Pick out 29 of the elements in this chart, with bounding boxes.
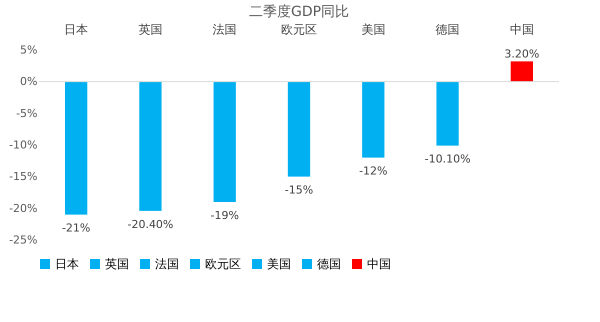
x-tick-label: 英国 — [138, 22, 162, 36]
data-label: -21% — [62, 222, 90, 235]
y-tick-label: -15% — [9, 170, 38, 184]
data-label: -20.40% — [127, 218, 174, 231]
chart-title: 二季度GDP同比 — [248, 4, 350, 20]
x-tick-label: 美国 — [361, 22, 386, 36]
legend-label: 法国 — [155, 257, 179, 271]
data-label: -19% — [210, 209, 239, 222]
y-tick-label: 5% — [20, 44, 38, 56]
y-tick-label: -10% — [9, 138, 38, 152]
y-tick-label: 0% — [20, 75, 38, 88]
x-tick-label: 中国 — [510, 22, 534, 36]
data-label: 3.20% — [504, 47, 540, 60]
data-label: -12% — [359, 164, 388, 178]
x-tick-label: 法国 — [212, 22, 237, 36]
x-tick-label: 日本 — [64, 22, 88, 36]
legend-label: 欧元区 — [205, 257, 241, 271]
legend-label: 英国 — [105, 257, 129, 271]
y-tick-label: -25% — [9, 234, 38, 246]
y-tick-label: -5% — [16, 106, 38, 120]
data-label: -15% — [284, 184, 314, 197]
x-tick-label: 欧元区 — [281, 22, 317, 36]
legend-label: 中国 — [367, 257, 391, 271]
x-tick-label: 德国 — [436, 22, 460, 36]
y-tick-label: -20% — [9, 202, 38, 215]
legend-label: 德国 — [317, 257, 341, 271]
legend-label: 美国 — [267, 257, 291, 271]
data-label: -10.10% — [424, 152, 471, 166]
legend-label: 日本 — [55, 257, 79, 271]
